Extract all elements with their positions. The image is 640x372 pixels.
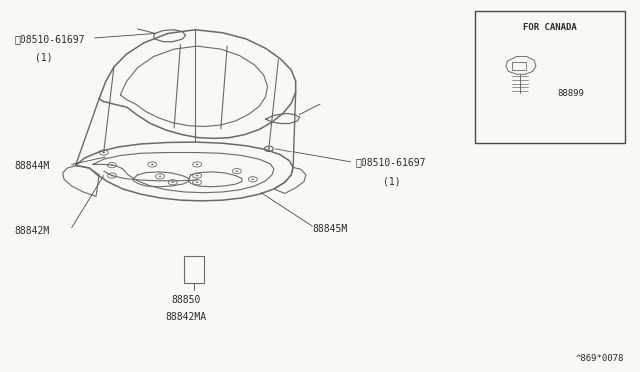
Text: 88842M: 88842M [14, 226, 49, 235]
Text: 88850: 88850 [172, 295, 201, 305]
Circle shape [268, 148, 270, 150]
Text: FOR CANADA: FOR CANADA [524, 23, 577, 32]
Bar [184, 256, 204, 283]
Text: 88842MA: 88842MA [165, 312, 206, 322]
Bar [512, 62, 526, 70]
Text: 88845M: 88845M [312, 224, 348, 234]
Circle shape [196, 164, 198, 165]
Text: (1): (1) [383, 176, 401, 186]
Circle shape [111, 175, 113, 176]
Circle shape [102, 152, 105, 153]
Text: Ⓢ08510-61697: Ⓢ08510-61697 [14, 34, 84, 44]
Circle shape [196, 175, 198, 176]
Circle shape [172, 182, 174, 183]
FancyBboxPatch shape [475, 11, 625, 143]
Text: 88899: 88899 [557, 89, 584, 97]
Circle shape [111, 164, 113, 166]
Text: ^869*0078: ^869*0078 [575, 354, 624, 363]
Circle shape [196, 182, 198, 183]
Text: 88844M: 88844M [14, 161, 49, 170]
Circle shape [151, 164, 154, 165]
Circle shape [236, 170, 238, 172]
Text: (1): (1) [35, 53, 53, 62]
Circle shape [252, 179, 254, 180]
Circle shape [159, 176, 161, 177]
Text: Ⓢ08510-61697: Ⓢ08510-61697 [355, 158, 426, 167]
